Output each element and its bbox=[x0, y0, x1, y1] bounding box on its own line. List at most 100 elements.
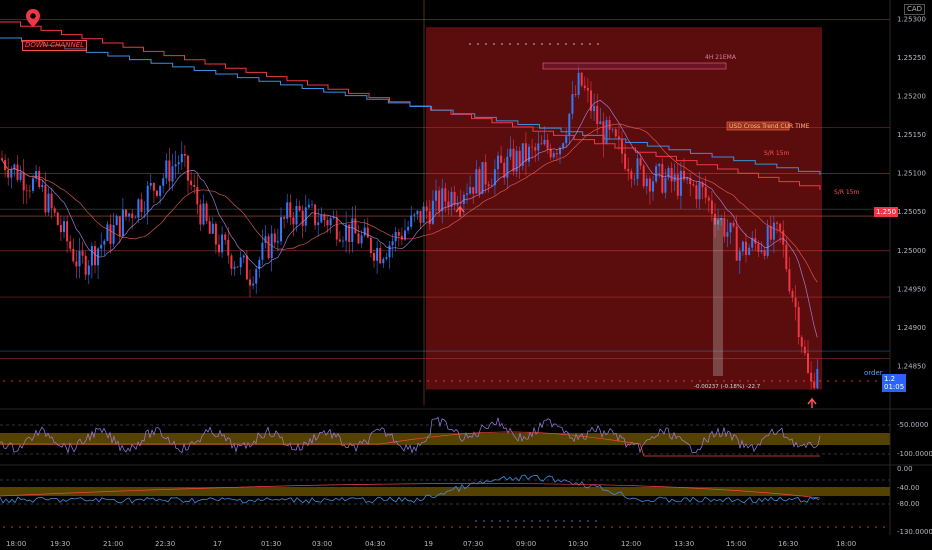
candle-body bbox=[128, 213, 131, 217]
signal-dot bbox=[795, 380, 797, 382]
signal-dot bbox=[587, 520, 589, 522]
signal-dot bbox=[515, 520, 517, 522]
signal-dot bbox=[179, 526, 181, 528]
candle-body bbox=[224, 234, 227, 240]
candle-body bbox=[760, 249, 763, 252]
trade-zone-layer bbox=[426, 27, 822, 390]
order-label[interactable]: order bbox=[864, 369, 883, 377]
oscillator-2-tick: -80.00 bbox=[897, 500, 920, 508]
candle-body bbox=[695, 185, 698, 200]
candle-body bbox=[621, 138, 623, 154]
signal-dot bbox=[483, 380, 485, 382]
signal-dot bbox=[299, 526, 301, 528]
currency-badge[interactable]: CAD bbox=[904, 4, 926, 15]
order-price-tag[interactable]: 1.2 01:05 bbox=[882, 374, 907, 392]
candle-body bbox=[757, 243, 760, 252]
signal-dot bbox=[363, 526, 365, 528]
signal-dot bbox=[573, 43, 575, 45]
candle-body bbox=[112, 224, 115, 244]
signal-dot bbox=[659, 526, 661, 528]
candle-body bbox=[664, 177, 667, 193]
signal-dot bbox=[691, 380, 693, 382]
signal-dot bbox=[683, 526, 685, 528]
candle-body bbox=[205, 203, 208, 222]
signal-dot bbox=[331, 526, 333, 528]
candle-body bbox=[431, 200, 434, 224]
candle-body bbox=[515, 150, 518, 172]
order-countdown: 01:05 bbox=[884, 383, 905, 391]
candle-body bbox=[400, 235, 403, 240]
candle-body bbox=[469, 187, 472, 194]
candle-body bbox=[90, 246, 93, 266]
signal-dot bbox=[779, 526, 781, 528]
signal-dot bbox=[827, 380, 829, 382]
signal-dot bbox=[883, 526, 885, 528]
candle-body bbox=[639, 158, 642, 166]
measure-bar bbox=[713, 218, 723, 376]
signal-dot bbox=[827, 526, 829, 528]
oscillator-1-signal bbox=[0, 431, 820, 457]
trade-zone bbox=[426, 27, 822, 390]
signal-dot bbox=[619, 380, 621, 382]
candle-body bbox=[419, 210, 422, 223]
signal-dot bbox=[619, 526, 621, 528]
candle-body bbox=[199, 204, 202, 225]
price-tick-label: 1.25250 bbox=[897, 54, 926, 62]
signal-dot bbox=[651, 380, 653, 382]
signal-dot bbox=[19, 380, 21, 382]
oscillator-2-line bbox=[0, 474, 820, 504]
candle-body bbox=[404, 230, 406, 240]
price-tick-label: 1.25050 bbox=[897, 208, 926, 216]
candle-body bbox=[109, 224, 112, 244]
signal-dot bbox=[403, 380, 405, 382]
candle-body bbox=[766, 225, 769, 256]
price-tick-label: 1.25000 bbox=[897, 247, 926, 255]
signal-dot bbox=[595, 380, 597, 382]
candle-body bbox=[441, 188, 444, 212]
candle-body bbox=[149, 183, 152, 186]
candle-body bbox=[410, 215, 413, 227]
candle-body bbox=[230, 255, 233, 269]
time-tick-label: 03:00 bbox=[312, 540, 332, 548]
signal-dot bbox=[835, 526, 837, 528]
signal-dot bbox=[557, 43, 559, 45]
candle-body bbox=[788, 269, 791, 292]
signal-dot bbox=[467, 526, 469, 528]
signal-dot bbox=[427, 380, 429, 382]
axes-layer: 1.25300 1.25250 1.25200 1.25150 1.25100 1.250… bbox=[6, 0, 932, 548]
candle-body bbox=[75, 261, 78, 267]
signal-dot bbox=[19, 526, 21, 528]
candle-body bbox=[280, 217, 282, 242]
candle-body bbox=[338, 239, 341, 242]
candle-body bbox=[503, 162, 506, 178]
candle-body bbox=[50, 193, 53, 209]
candle-body bbox=[710, 200, 713, 214]
candle-body bbox=[769, 225, 772, 240]
signal-dot bbox=[211, 380, 213, 382]
candle-body bbox=[190, 180, 193, 186]
candle-body bbox=[447, 201, 450, 207]
signal-dot bbox=[147, 380, 149, 382]
signal-dot bbox=[99, 526, 101, 528]
candle-body bbox=[317, 222, 320, 225]
candle-body bbox=[47, 193, 50, 213]
candle-body bbox=[531, 146, 534, 148]
signal-dot bbox=[491, 526, 493, 528]
signal-dot bbox=[477, 43, 479, 45]
candle-body bbox=[658, 164, 661, 167]
price-tick-label: 1.25200 bbox=[897, 93, 926, 101]
signal-dot bbox=[3, 526, 5, 528]
candle-body bbox=[450, 191, 453, 207]
signal-dot bbox=[571, 526, 573, 528]
signal-dot bbox=[635, 526, 637, 528]
signal-dot bbox=[875, 526, 877, 528]
signal-dot bbox=[539, 520, 541, 522]
candle-body bbox=[686, 177, 689, 180]
candle-body bbox=[782, 230, 785, 245]
usd-label-box bbox=[726, 121, 790, 131]
signal-dot bbox=[163, 526, 165, 528]
signal-dot bbox=[83, 526, 85, 528]
signal-dot bbox=[507, 380, 509, 382]
time-tick-label: 19 bbox=[424, 540, 433, 548]
